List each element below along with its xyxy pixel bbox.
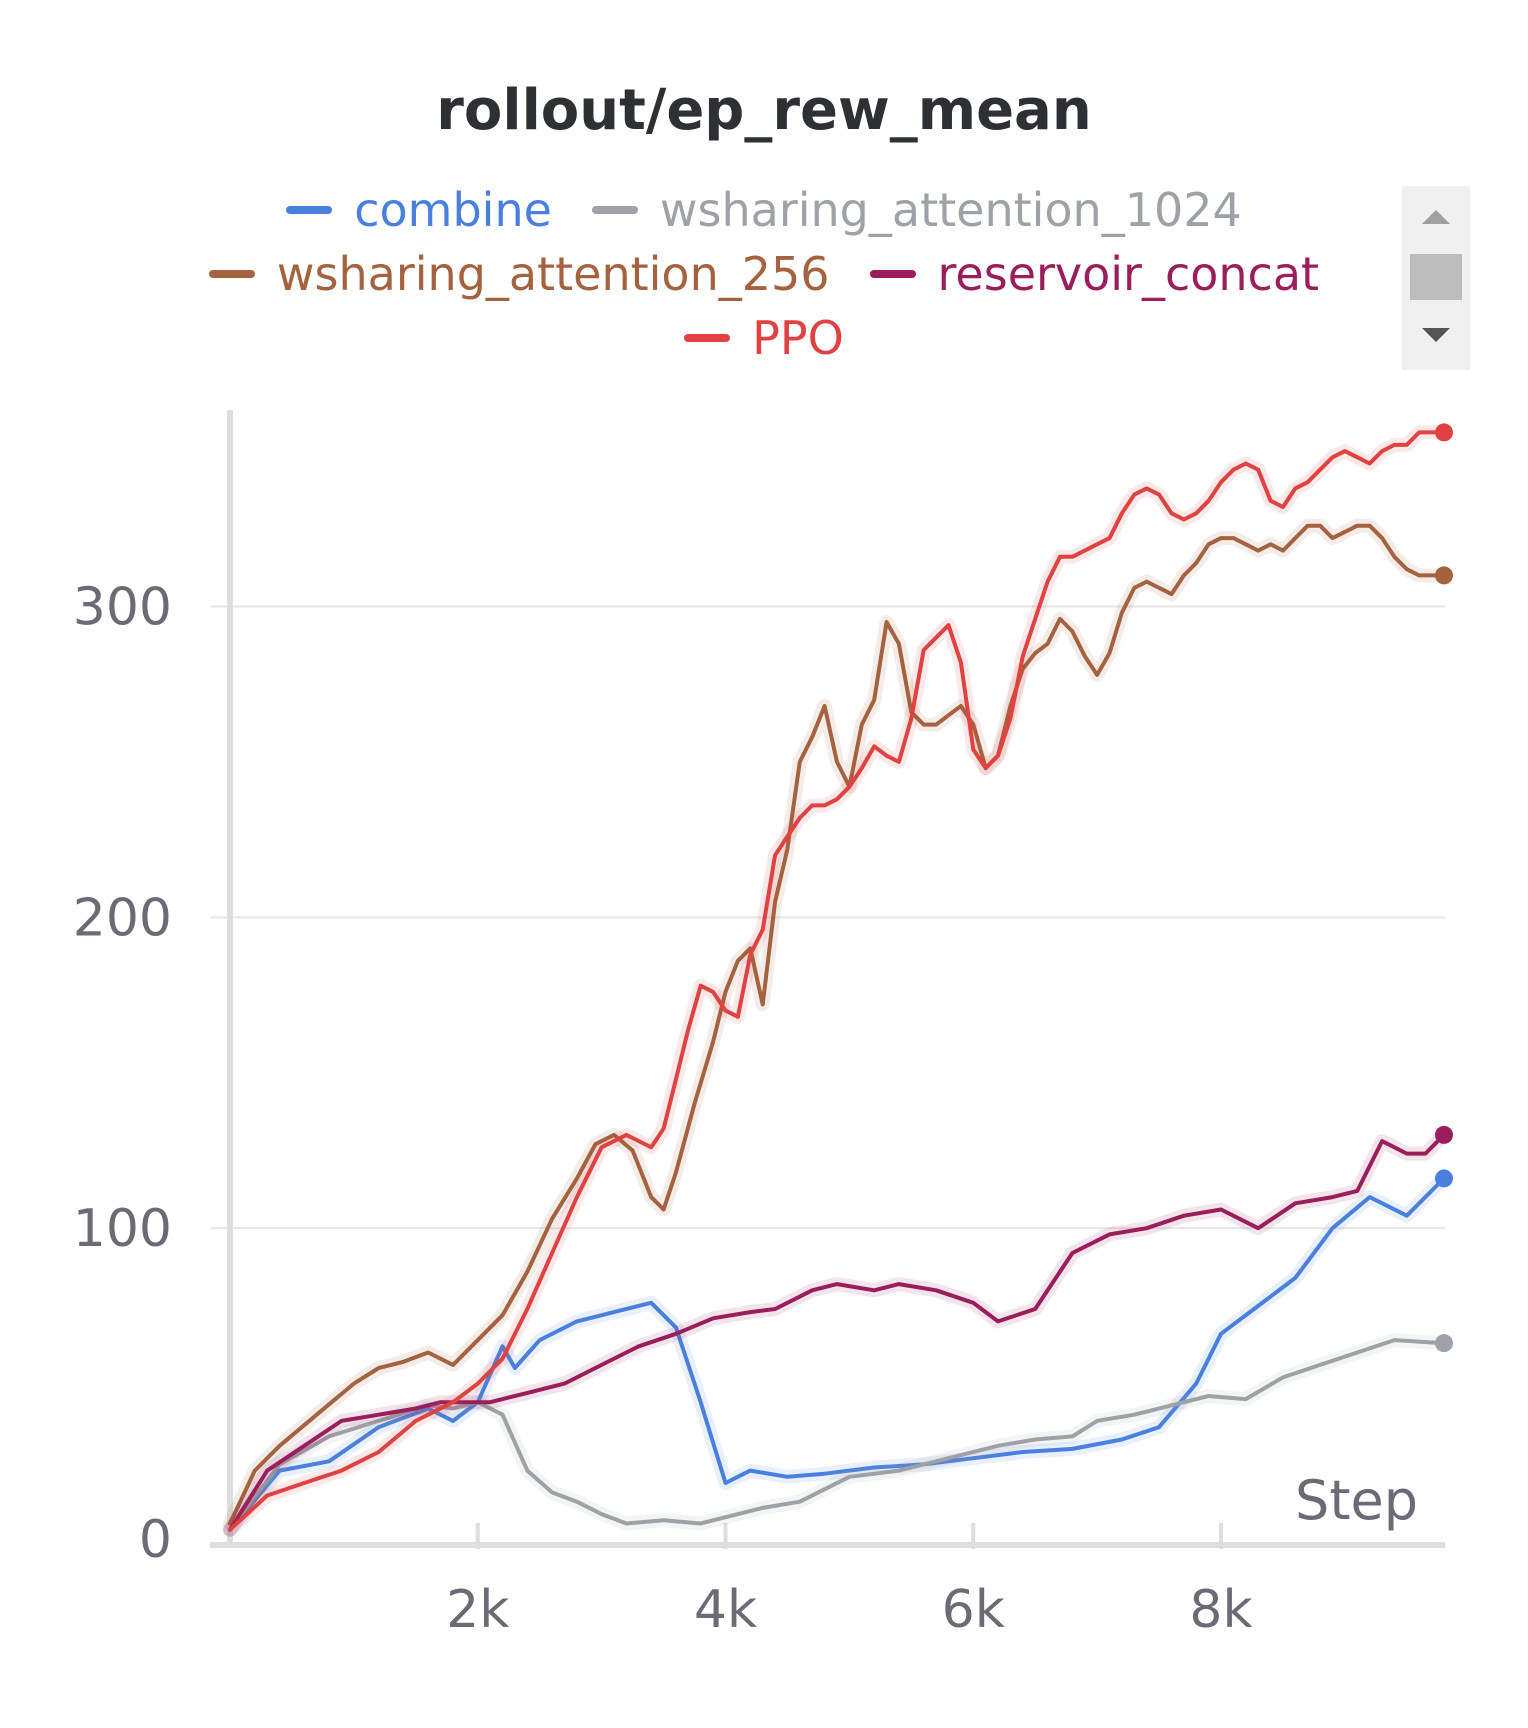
legend-item-ppo[interactable]: PPO bbox=[684, 311, 844, 365]
legend-item-combine[interactable]: combine bbox=[286, 183, 552, 237]
y-tick-label: 100 bbox=[73, 1199, 172, 1259]
series-line bbox=[228, 1132, 1446, 1532]
x-tick-label: 8k bbox=[1189, 1580, 1252, 1640]
x-axis-label: Step bbox=[1295, 1469, 1418, 1532]
legend-swatch bbox=[684, 334, 731, 342]
series-line bbox=[228, 1338, 1446, 1532]
series-band bbox=[223, 518, 1451, 1531]
legend-row-3: PPO bbox=[0, 306, 1528, 370]
scroll-down-icon[interactable] bbox=[1422, 328, 1450, 342]
series-end-point bbox=[1435, 423, 1453, 442]
legend-label: reservoir_concat bbox=[937, 247, 1320, 301]
legend-row-1: combine wsharing_attention_1024 bbox=[0, 178, 1528, 242]
legend-swatch bbox=[208, 270, 255, 278]
legend-label: wsharing_attention_1024 bbox=[659, 183, 1242, 237]
legend-swatch bbox=[591, 206, 638, 214]
legend-label: wsharing_attention_256 bbox=[276, 247, 830, 301]
legend-swatch bbox=[869, 270, 916, 278]
series-end-point bbox=[1435, 1169, 1453, 1188]
scroll-thumb[interactable] bbox=[1410, 254, 1462, 300]
x-tick-label: 2k bbox=[446, 1580, 509, 1640]
series-end-point bbox=[1435, 566, 1453, 585]
series-line bbox=[228, 523, 1446, 1526]
legend-swatch bbox=[286, 206, 333, 214]
series-end-point bbox=[1435, 1334, 1453, 1353]
y-tick-label: 200 bbox=[73, 888, 172, 948]
y-tick-label: 0 bbox=[139, 1510, 172, 1570]
y-tick-label: 300 bbox=[73, 578, 172, 638]
legend-row-2: wsharing_attention_256 reservoir_concat bbox=[0, 242, 1528, 306]
legend-label: combine bbox=[354, 183, 552, 237]
series-line bbox=[228, 1176, 1446, 1532]
series-band bbox=[223, 1333, 1451, 1537]
legend-label: PPO bbox=[752, 311, 844, 365]
legend-item-reservoir-concat[interactable]: reservoir_concat bbox=[869, 247, 1320, 301]
legend-item-wsharing-attention-256[interactable]: wsharing_attention_256 bbox=[208, 247, 830, 301]
scroll-up-icon[interactable] bbox=[1422, 210, 1450, 224]
series-line bbox=[228, 430, 1446, 1532]
legend-scrollbar[interactable] bbox=[1402, 186, 1470, 370]
x-tick-label: 6k bbox=[942, 1580, 1005, 1640]
legend-item-wsharing-attention-1024[interactable]: wsharing_attention_1024 bbox=[591, 183, 1242, 237]
series-end-point bbox=[1435, 1125, 1453, 1144]
chart-title: rollout/ep_rew_mean bbox=[436, 78, 1092, 143]
x-tick-label: 4k bbox=[694, 1580, 757, 1640]
